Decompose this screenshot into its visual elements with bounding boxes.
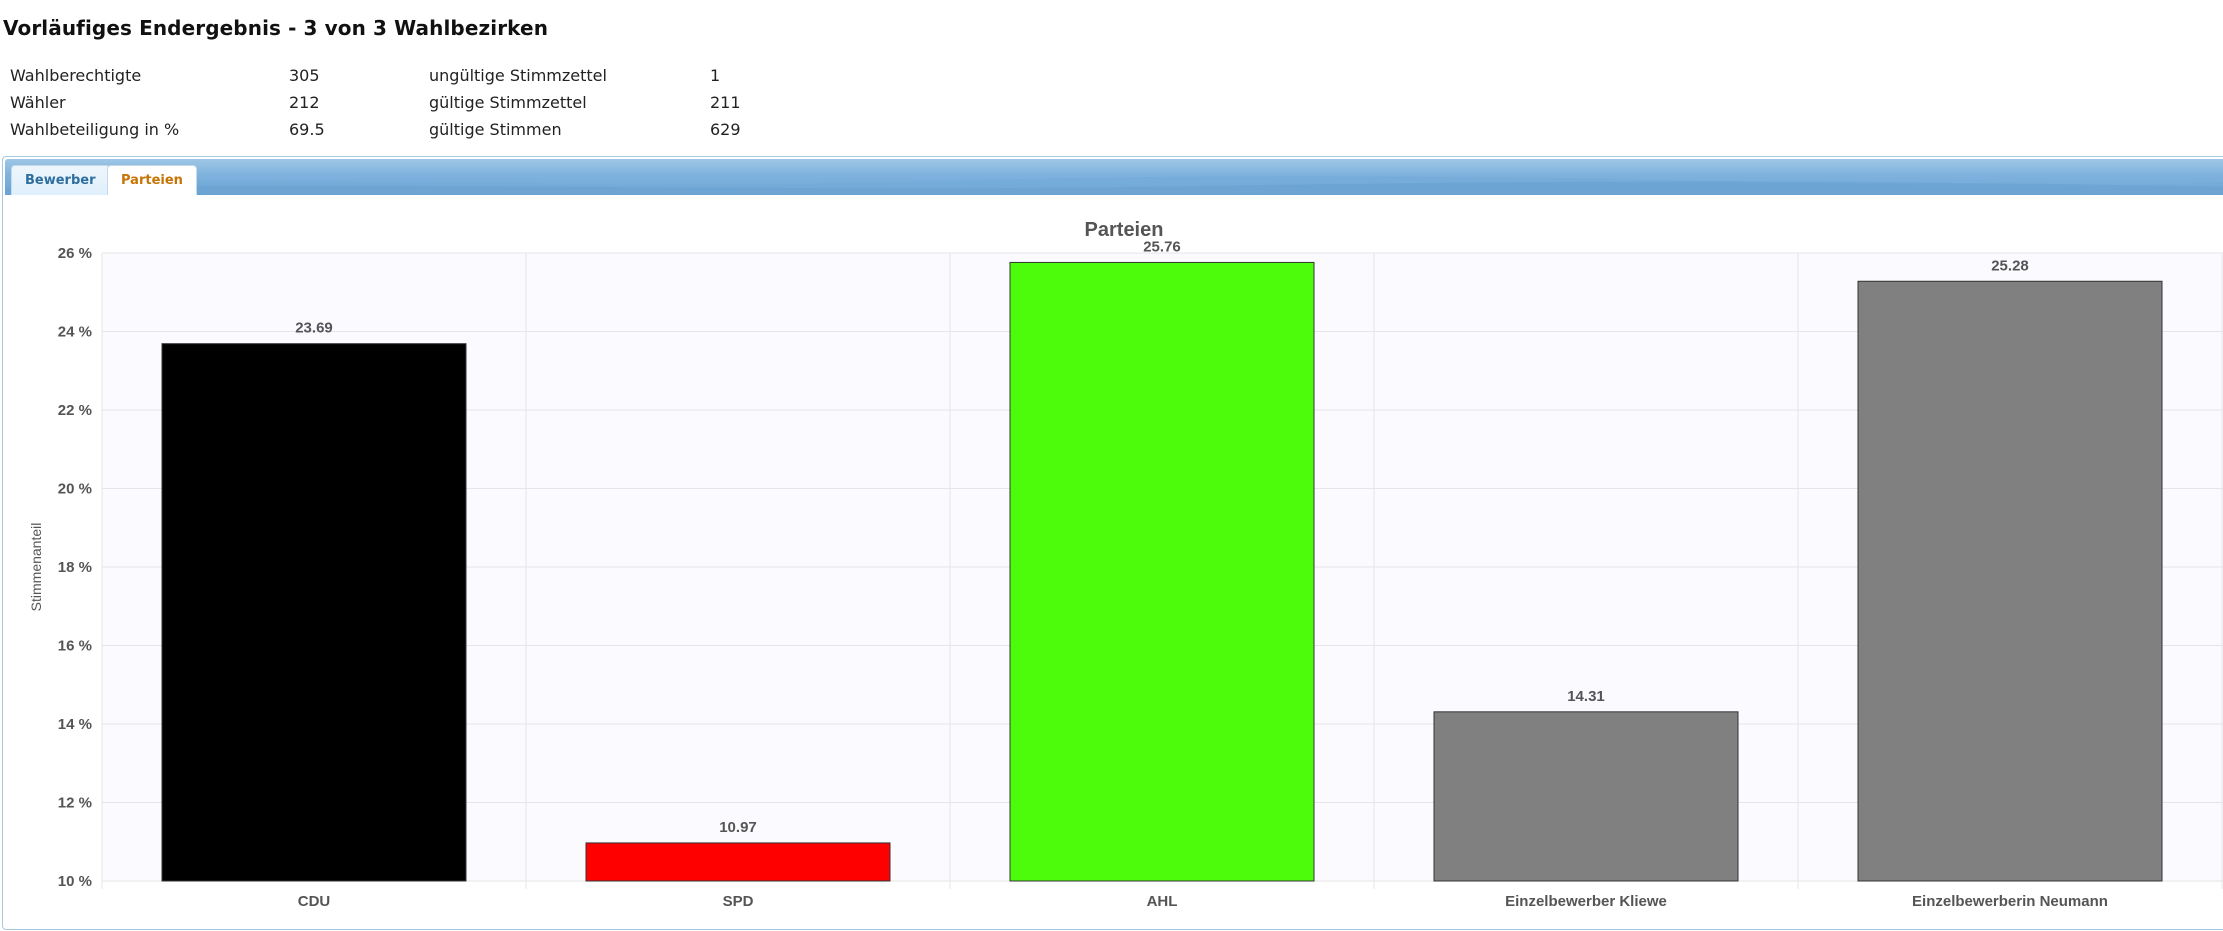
stats-row: Wähler 212 gültige Stimmzettel 211 [10, 89, 741, 116]
stat-label: Wahlbeteiligung in % [10, 120, 180, 139]
stats-table: Wahlberechtigte 305 ungültige Stimmzette… [10, 62, 741, 143]
stats-row: Wahlbeteiligung in % 69.5 gültige Stimme… [10, 116, 741, 143]
y-tick-label: 14 % [58, 716, 92, 733]
stat-value: 305 [289, 66, 320, 85]
stat-value: 629 [710, 120, 741, 139]
x-tick-label: Einzelbewerber Kliewe [1505, 893, 1667, 910]
y-tick-label: 20 % [58, 481, 92, 498]
x-tick-label: SPD [723, 893, 754, 910]
stats-row: Wahlberechtigte 305 ungültige Stimmzette… [10, 62, 741, 89]
y-tick-label: 22 % [58, 402, 92, 419]
x-tick-label: CDU [298, 893, 331, 910]
y-tick-label: 12 % [58, 795, 92, 812]
bar [1433, 711, 1739, 882]
data-label: 25.28 [1991, 257, 2029, 274]
tab-bewerber[interactable]: Bewerber [11, 165, 110, 195]
y-tick-label: 18 % [58, 559, 92, 576]
bar [1009, 261, 1315, 882]
bar [161, 343, 467, 882]
tab-bar-wave [5, 176, 2223, 195]
stat-label: Wähler [10, 93, 66, 112]
stat-label: gültige Stimmen [429, 120, 562, 139]
y-tick-label: 10 % [58, 873, 92, 890]
chart-title: Parteien [1085, 219, 1164, 241]
data-label: 14.31 [1567, 688, 1605, 705]
bar-chart: 10 % 12 % 14 % 16 % 18 % 20 % 22 % 24 % 26 % 23.6… [28, 219, 2223, 910]
stat-value: 211 [710, 93, 741, 112]
stat-value: 212 [289, 93, 320, 112]
data-label: 25.76 [1143, 238, 1181, 255]
x-tick-label: AHL [1147, 893, 1178, 910]
stat-value: 1 [710, 66, 721, 85]
data-label: 10.97 [719, 819, 757, 836]
chart-container: 10 % 12 % 14 % 16 % 18 % 20 % 22 % 24 % 26 % 23.6… [21, 208, 2223, 918]
y-tick-label: 16 % [58, 638, 92, 655]
y-tick-label: 26 % [58, 245, 92, 262]
stat-label: Wahlberechtigte [10, 66, 142, 85]
tab-bar: Bewerber Parteien [5, 159, 2223, 195]
stat-label: ungültige Stimmzettel [429, 66, 607, 85]
y-axis-label: Stimmenanteil [28, 523, 44, 612]
bar [585, 842, 891, 882]
data-label: 23.69 [295, 320, 333, 337]
bar [1857, 280, 2163, 882]
tab-parteien[interactable]: Parteien [107, 165, 197, 195]
stat-label: gültige Stimmzettel [429, 93, 587, 112]
stat-value: 69.5 [289, 120, 325, 139]
y-tick-label: 24 % [58, 324, 92, 341]
x-tick-label: Einzelbewerberin Neumann [1912, 893, 2108, 910]
page-title: Vorläufiges Endergebnis - 3 von 3 Wahlbe… [3, 16, 549, 40]
